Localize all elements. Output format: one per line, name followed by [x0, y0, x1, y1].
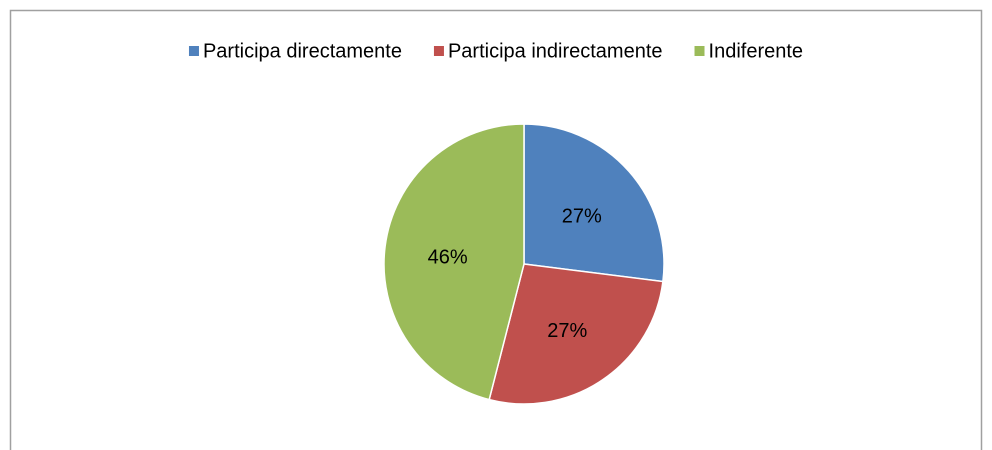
- data-label: 46%: [428, 247, 468, 269]
- legend: Participa directamente Participa indirect…: [188, 40, 804, 62]
- data-label: 27%: [547, 320, 587, 342]
- legend-swatch: [694, 46, 705, 56]
- legend-label: Participa directamente: [203, 40, 402, 62]
- legend-label: Indiferente: [709, 40, 804, 62]
- chart-border: [9, 9, 983, 450]
- pie-slice: [488, 263, 664, 405]
- pie-slice: [523, 123, 665, 283]
- data-label: 27%: [562, 205, 602, 227]
- legend-swatch: [188, 46, 199, 56]
- legend-swatch: [433, 46, 444, 56]
- legend-label: Participa indirectamente: [448, 40, 663, 62]
- pie-slice: [383, 123, 525, 401]
